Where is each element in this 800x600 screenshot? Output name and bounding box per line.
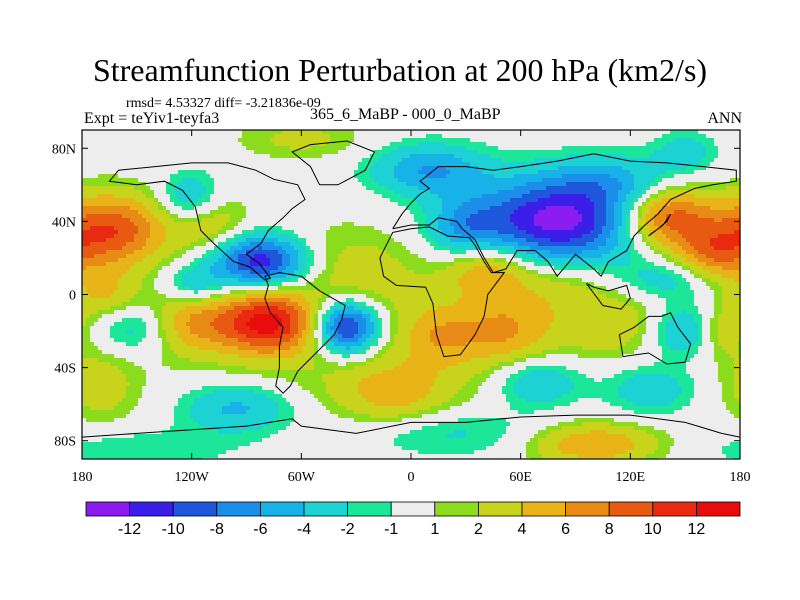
y-tick-label: 80S: [54, 435, 76, 450]
coastline: [618, 312, 692, 365]
colorbar-label: -8: [210, 521, 224, 538]
colorbar-swatch: [129, 501, 174, 517]
colorbar-swatch: [652, 501, 697, 517]
colorbar-swatch: [303, 501, 348, 517]
colorbar-swatch: [696, 501, 741, 517]
x-tick-label: 180: [72, 470, 93, 485]
colorbar-label: 10: [644, 521, 662, 538]
colorbar-label: -12: [118, 521, 141, 538]
colorbar-label: 8: [605, 521, 614, 538]
colorbar-swatch: [565, 501, 610, 517]
colorbar-label: -6: [253, 521, 267, 538]
colorbar-swatch: [390, 501, 436, 517]
colorbar-swatch: [259, 501, 305, 517]
coastline: [379, 226, 506, 358]
coastline: [586, 283, 631, 310]
colorbar-swatch: [521, 501, 566, 517]
colorbar-label: 12: [688, 521, 706, 538]
axis-ticks: 180 120W 60W 0 60E 120E 180 80N 40N 0 40S 80S: [52, 130, 751, 485]
y-tick-label: 40N: [52, 215, 76, 230]
coastline: [108, 162, 306, 281]
colorbar-swatch: [477, 501, 523, 517]
coastline: [648, 213, 671, 237]
x-tick-label: 180: [730, 470, 751, 485]
stats-text: rmsd= 4.53327 diff= -3.21836e-09: [126, 96, 321, 111]
y-tick-label: 40S: [54, 362, 76, 377]
colorbar-swatch: [85, 501, 130, 517]
coastline: [82, 414, 740, 438]
colorbar-label: 2: [474, 521, 483, 538]
colorbar-swatch: [216, 501, 261, 517]
colorbar-label: -2: [340, 521, 354, 538]
experiment-label: Expt = teYiv1-teyfa3: [84, 110, 220, 127]
colorbar-swatch: [347, 501, 392, 517]
chart-title: Streamfunction Perturbation at 200 hPa (…: [92, 52, 708, 88]
coastline-layer: [82, 140, 740, 438]
colorbar-label: -10: [162, 521, 185, 538]
colorbar-label: 4: [518, 521, 527, 538]
x-tick-label: 60E: [509, 470, 532, 485]
coastline: [392, 153, 737, 278]
colorbar-label: 1: [430, 521, 439, 538]
colorbar-label: -1: [384, 521, 398, 538]
colorbar: -12 -10 -8 -6 -4 -2 -1 1 2 4 6 8 10 12: [85, 501, 741, 538]
season-label: ANN: [707, 110, 742, 127]
colorbar-swatch: [608, 501, 654, 517]
period-label: 365_6_MaBP - 000_0_MaBP: [310, 106, 501, 123]
coastline: [291, 140, 376, 186]
colorbar-swatch: [172, 501, 218, 517]
y-tick-label: 80N: [52, 142, 76, 157]
colorbar-swatch: [434, 501, 479, 517]
colorbar-label: 6: [561, 521, 570, 538]
x-tick-label: 60W: [288, 470, 316, 485]
field-layer: [82, 130, 740, 459]
colorbar-label: -4: [297, 521, 311, 538]
coastline: [264, 272, 346, 394]
x-tick-label: 120W: [175, 470, 210, 485]
x-tick-label: 0: [408, 470, 415, 485]
x-tick-label: 120E: [616, 470, 646, 485]
y-tick-label: 0: [69, 289, 76, 304]
